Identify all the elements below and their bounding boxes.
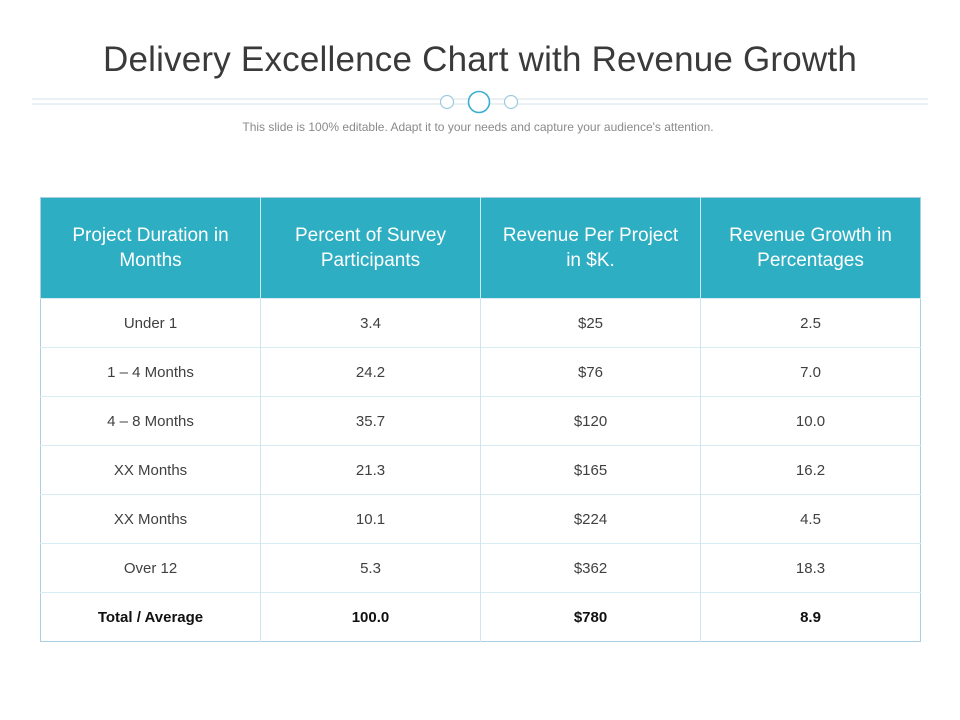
divider-circle-left [439,94,455,110]
header-revenue-growth: Revenue Growth in Percentages [700,197,921,299]
cell-revenue: $362 [480,543,701,593]
revenue-table-container: Project Duration in Months Percent of Su… [40,197,921,642]
cell-revenue: $76 [480,347,701,397]
page-title: Delivery Excellence Chart with Revenue G… [102,40,858,79]
cell-growth: 16.2 [700,445,921,495]
total-label: Total / Average [40,592,261,642]
cell-growth: 10.0 [700,396,921,446]
cell-revenue: $120 [480,396,701,446]
header-project-duration: Project Duration in Months [40,197,261,299]
cell-survey-percent: 21.3 [260,445,481,495]
divider-circle-center [467,90,491,114]
table-row: Under 1 3.4 $25 2.5 [40,298,921,348]
cell-survey-percent: 10.1 [260,494,481,544]
table-header-row: Project Duration in Months Percent of Su… [40,197,921,299]
table-row: Over 12 5.3 $362 18.3 [40,543,921,593]
cell-duration: Under 1 [40,298,261,348]
cell-survey-percent: 3.4 [260,298,481,348]
header-survey-percent: Percent of Survey Participants [260,197,481,299]
table-row: 1 – 4 Months 24.2 $76 7.0 [40,347,921,397]
table-row: 4 – 8 Months 35.7 $120 10.0 [40,396,921,446]
cell-growth: 18.3 [700,543,921,593]
total-revenue: $780 [480,592,701,642]
cell-duration: 4 – 8 Months [40,396,261,446]
table-row: XX Months 10.1 $224 4.5 [40,494,921,544]
cell-revenue: $25 [480,298,701,348]
cell-growth: 4.5 [700,494,921,544]
cell-duration: XX Months [40,445,261,495]
cell-survey-percent: 5.3 [260,543,481,593]
cell-duration: Over 12 [40,543,261,593]
divider-circle-right [503,94,519,110]
header-revenue-per-project: Revenue Per Project in $K. [480,197,701,299]
total-survey-percent: 100.0 [260,592,481,642]
cell-growth: 7.0 [700,347,921,397]
cell-duration: XX Months [40,494,261,544]
cell-revenue: $224 [480,494,701,544]
revenue-table: Project Duration in Months Percent of Su… [40,197,921,642]
cell-survey-percent: 24.2 [260,347,481,397]
cell-survey-percent: 35.7 [260,396,481,446]
cell-growth: 2.5 [700,298,921,348]
cell-revenue: $165 [480,445,701,495]
table-row: XX Months 21.3 $165 16.2 [40,445,921,495]
page-subtitle: This slide is 100% editable. Adapt it to… [242,120,714,134]
table-total-row: Total / Average 100.0 $780 8.9 [40,592,921,642]
average-growth: 8.9 [700,592,921,642]
cell-duration: 1 – 4 Months [40,347,261,397]
title-divider [32,90,928,114]
